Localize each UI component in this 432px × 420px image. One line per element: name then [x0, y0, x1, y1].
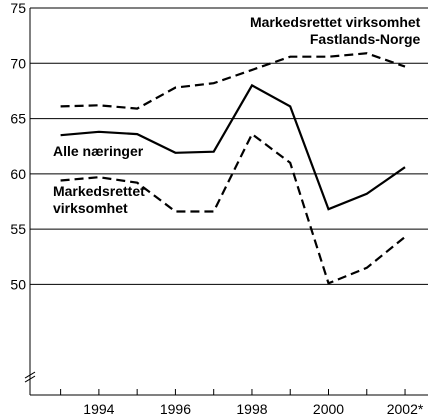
annotation-label-1: Markedsrettet virksomhet Fastlands-Norge — [250, 14, 421, 47]
y-axis-ticks: 50 55 60 65 70 75 — [10, 0, 26, 292]
y-tick-label: 75 — [10, 0, 26, 16]
series-lines — [60, 52, 406, 285]
y-axis-break — [24, 371, 36, 383]
annotation-label-3: Markedsrettet virksomhet — [53, 183, 145, 216]
x-tick-label: 2002* — [387, 401, 424, 417]
y-tick-label: 50 — [10, 276, 26, 292]
x-tick-label: 1998 — [236, 401, 267, 417]
axis-break-mark — [24, 371, 36, 379]
x-tick-label: 2000 — [313, 401, 344, 417]
axis-break-mark — [24, 375, 36, 383]
x-tick-label: 1994 — [83, 401, 114, 417]
y-tick-label: 70 — [10, 55, 26, 71]
series-line-1 — [60, 52, 406, 110]
series-line-2 — [60, 83, 406, 211]
grid-lines — [30, 7, 428, 285]
y-tick-label: 55 — [10, 221, 26, 237]
y-tick-label: 65 — [10, 111, 26, 127]
plot-frame — [29, 8, 428, 396]
annotation-label-2: Alle næringer — [53, 143, 144, 159]
y-tick-label: 60 — [10, 166, 26, 182]
annotations: Markedsrettet virksomhet Fastlands-Norge A… — [53, 14, 421, 216]
x-axis-ticks: 1994 1996 1998 2000 2002* — [60, 389, 424, 417]
series-line-3 — [60, 132, 406, 285]
x-tick-label: 1996 — [160, 401, 191, 417]
